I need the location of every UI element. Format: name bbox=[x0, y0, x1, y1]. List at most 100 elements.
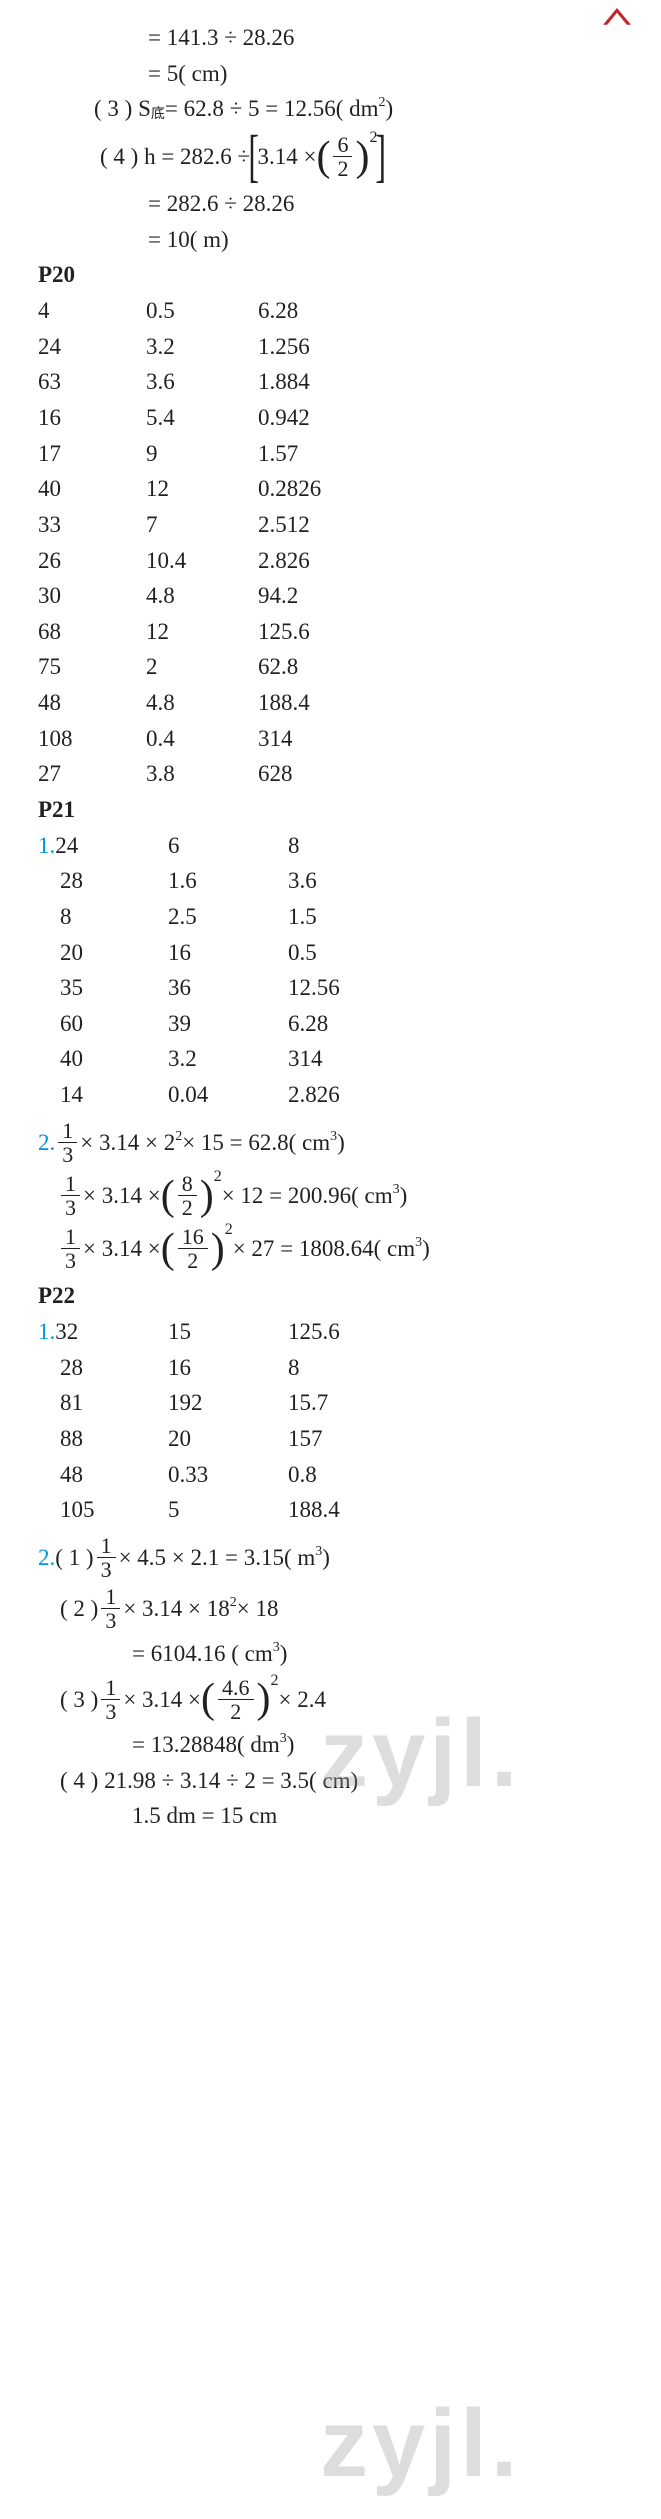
table-cell: 3.6 bbox=[146, 364, 258, 400]
paren-fraction: (82) bbox=[161, 1172, 214, 1219]
table-cell: 48 bbox=[38, 685, 146, 721]
superscript: 3 bbox=[415, 1232, 422, 1254]
table-cell: 628 bbox=[258, 756, 458, 792]
table-cell: 15.7 bbox=[288, 1385, 488, 1421]
table-cell: 40 bbox=[38, 1041, 168, 1077]
p21-q2: 2. 13 × 3.14 × 22 × 15 = 62.8( cm3 ) 13 … bbox=[38, 1119, 661, 1273]
table-row: 281.63.6 bbox=[38, 863, 488, 899]
table-cell: 125.6 bbox=[258, 614, 458, 650]
table-cell: 27 bbox=[38, 756, 146, 792]
table-cell: 12 bbox=[146, 614, 258, 650]
table-cell: 157 bbox=[288, 1421, 488, 1457]
fraction: 13 bbox=[101, 1585, 120, 1632]
table-row: 243.21.256 bbox=[38, 329, 458, 365]
table-cell: 9 bbox=[146, 436, 258, 472]
table-cell: 6 bbox=[168, 828, 288, 864]
calc-line: = 5( cm) bbox=[38, 56, 661, 92]
text: ) bbox=[337, 1125, 345, 1161]
calc-line: = 10( m) bbox=[38, 222, 661, 258]
table-cell: 20 bbox=[168, 1421, 288, 1457]
table-cell: 2.826 bbox=[258, 543, 458, 579]
text: ) bbox=[287, 1727, 295, 1763]
table-cell: 2.512 bbox=[258, 507, 458, 543]
denominator: 3 bbox=[61, 1249, 80, 1272]
text: ( 1 ) bbox=[55, 1540, 93, 1576]
denominator: 3 bbox=[58, 1143, 77, 1166]
heading-p22: P22 bbox=[38, 1278, 661, 1314]
table-cell: 5.4 bbox=[146, 400, 258, 436]
table-cell: 36 bbox=[168, 970, 288, 1006]
text: × 3.14 × 2 bbox=[80, 1125, 175, 1161]
text: × 2.4 bbox=[279, 1682, 326, 1718]
table-cell: 4 bbox=[38, 293, 146, 329]
table-cell: 2.5 bbox=[168, 899, 288, 935]
table-cell: 0.2826 bbox=[258, 471, 458, 507]
table-row: 304.894.2 bbox=[38, 578, 458, 614]
table-cell: 88 bbox=[38, 1421, 168, 1457]
table-cell: 0.33 bbox=[168, 1457, 288, 1493]
superscript: 3 bbox=[273, 1637, 280, 1659]
text: × 27 = 1808.64( cm bbox=[233, 1231, 415, 1267]
table-row: 1791.57 bbox=[38, 436, 458, 472]
table-cell: 4.8 bbox=[146, 578, 258, 614]
p22-q2: 2. ( 1 ) 13 × 4.5 × 2.1 = 3.15( m3 ) ( 2… bbox=[38, 1534, 661, 1834]
text: ( 3 ) bbox=[60, 1682, 98, 1718]
calc-line: 1.5 dm = 15 cm bbox=[38, 1798, 661, 1834]
heading-p21: P21 bbox=[38, 792, 661, 828]
numerator: 1 bbox=[97, 1534, 116, 1558]
table-cell: 26 bbox=[38, 543, 146, 579]
table-cell: 3.2 bbox=[146, 329, 258, 365]
table-cell: 1.57 bbox=[258, 436, 458, 472]
table-cell: 0.5 bbox=[146, 293, 258, 329]
numerator: 8 bbox=[178, 1172, 197, 1196]
table-cell: 6.28 bbox=[258, 293, 458, 329]
table-cell: 20 bbox=[38, 935, 168, 971]
table-cell: 0.8 bbox=[288, 1457, 488, 1493]
table-cell: 28 bbox=[38, 1350, 168, 1386]
table-cell: 30 bbox=[38, 578, 146, 614]
table-cell: 2.826 bbox=[288, 1077, 488, 1113]
table-cell: 5 bbox=[168, 1492, 288, 1528]
numerator: 1 bbox=[58, 1119, 77, 1143]
table-cell: 1.32 bbox=[38, 1314, 168, 1350]
table-cell: 39 bbox=[168, 1006, 288, 1042]
table-row: 165.40.942 bbox=[38, 400, 458, 436]
table-cell: 1.6 bbox=[168, 863, 288, 899]
table-row: 1055188.4 bbox=[38, 1492, 488, 1528]
table-cell: 108 bbox=[38, 721, 146, 757]
calc-line: ( 4 ) 21.98 ÷ 3.14 ÷ 2 = 3.5( cm) bbox=[38, 1763, 661, 1799]
table-row: 480.330.8 bbox=[38, 1457, 488, 1493]
text: ) bbox=[322, 1540, 330, 1576]
denominator: 2 bbox=[183, 1249, 202, 1272]
table-cell: 0.04 bbox=[168, 1077, 288, 1113]
table-row: 6812125.6 bbox=[38, 614, 458, 650]
text: ( 3 ) S bbox=[94, 91, 151, 127]
table-cell: 314 bbox=[258, 721, 458, 757]
table-cell: 3.6 bbox=[288, 863, 488, 899]
numerator: 1 bbox=[61, 1172, 80, 1196]
p21-q1-table: 1.2468281.63.682.51.520160.5353612.56603… bbox=[38, 828, 488, 1113]
denominator: 2 bbox=[178, 1196, 197, 1219]
table-row: 8820157 bbox=[38, 1421, 488, 1457]
table-cell: 10.4 bbox=[146, 543, 258, 579]
table-row: 273.8628 bbox=[38, 756, 458, 792]
subscript: 底 bbox=[151, 104, 165, 126]
table-cell: 3.2 bbox=[168, 1041, 288, 1077]
fraction: 13 bbox=[61, 1225, 80, 1272]
table-cell: 94.2 bbox=[258, 578, 458, 614]
fraction: 13 bbox=[101, 1676, 120, 1723]
superscript: 2 bbox=[214, 1165, 222, 1190]
numerator: 6 bbox=[333, 133, 352, 157]
superscript: 3 bbox=[393, 1179, 400, 1201]
table-row: 1080.4314 bbox=[38, 721, 458, 757]
table-cell: 314 bbox=[288, 1041, 488, 1077]
table-row: 403.2314 bbox=[38, 1041, 488, 1077]
table-cell: 35 bbox=[38, 970, 168, 1006]
table-row: 484.8188.4 bbox=[38, 685, 458, 721]
table-cell: 16 bbox=[168, 1350, 288, 1386]
superscript: 2 bbox=[225, 1218, 233, 1243]
superscript: 3 bbox=[330, 1126, 337, 1148]
text: = 13.28848( dm bbox=[132, 1727, 280, 1763]
table-cell: 12.56 bbox=[288, 970, 488, 1006]
text: 3.14 × bbox=[258, 139, 317, 175]
